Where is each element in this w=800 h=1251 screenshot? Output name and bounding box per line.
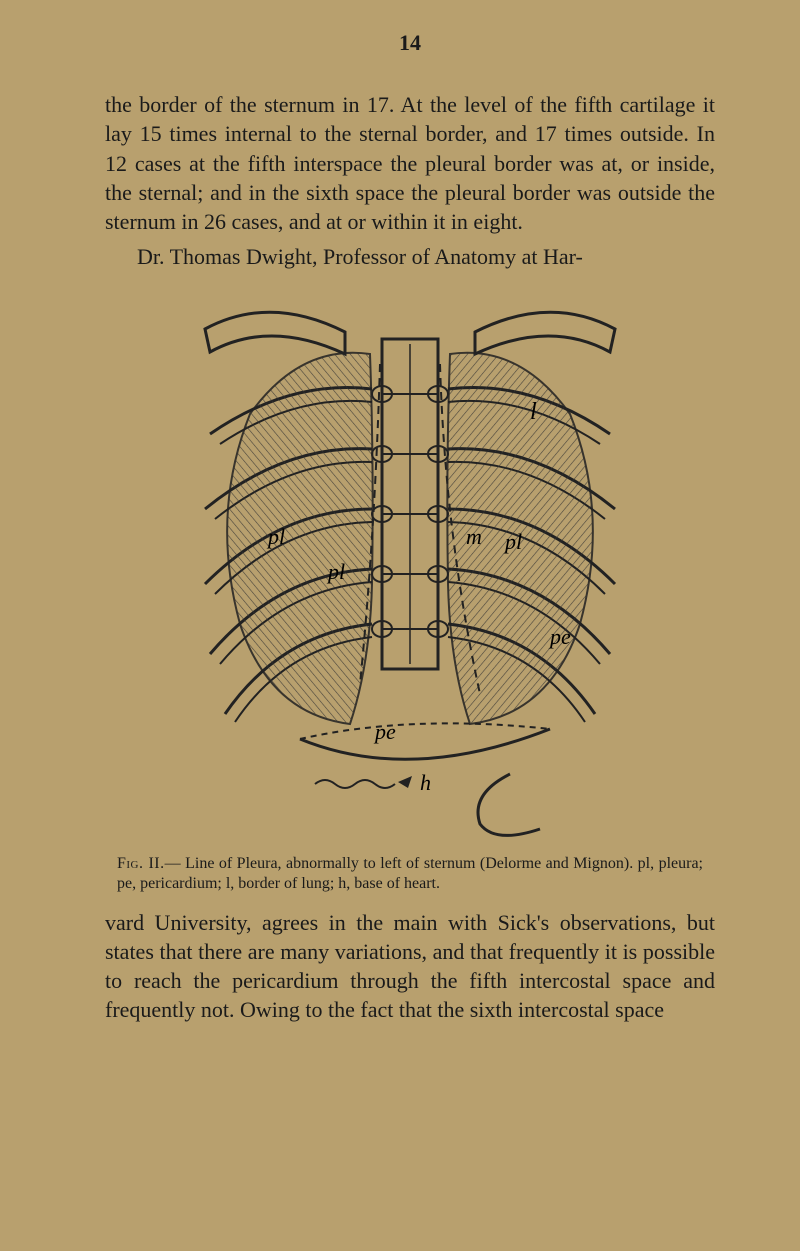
page: 14 the border of the sternum in 17. At t… [0, 0, 800, 1251]
label-h: h [420, 770, 431, 795]
label-pl-left: pl [266, 524, 285, 549]
figure-2-pleura-diagram: h l pl pl m pl pe pe [150, 284, 670, 844]
label-pe-left: pe [373, 719, 396, 744]
paragraph-1: the border of the sternum in 17. At the … [105, 90, 715, 236]
page-number: 14 [105, 30, 715, 56]
label-l: l [530, 399, 537, 425]
label-m: m [466, 524, 482, 549]
figure-caption: Fig. II.— Line of Pleura, abnormally to … [117, 854, 703, 894]
paragraph-2: Dr. Thomas Dwight, Professor of Anatomy … [105, 242, 715, 271]
figure-caption-lead: Fig. II. [117, 855, 165, 872]
label-pe-right: pe [548, 624, 571, 649]
paragraph-3: vard University, agrees in the main with… [105, 908, 715, 1025]
figure-caption-rest: — Line of Pleura, abnormally to left of … [117, 855, 703, 892]
label-pl-right: pl [503, 529, 522, 554]
label-pl-mid: pl [326, 559, 345, 584]
